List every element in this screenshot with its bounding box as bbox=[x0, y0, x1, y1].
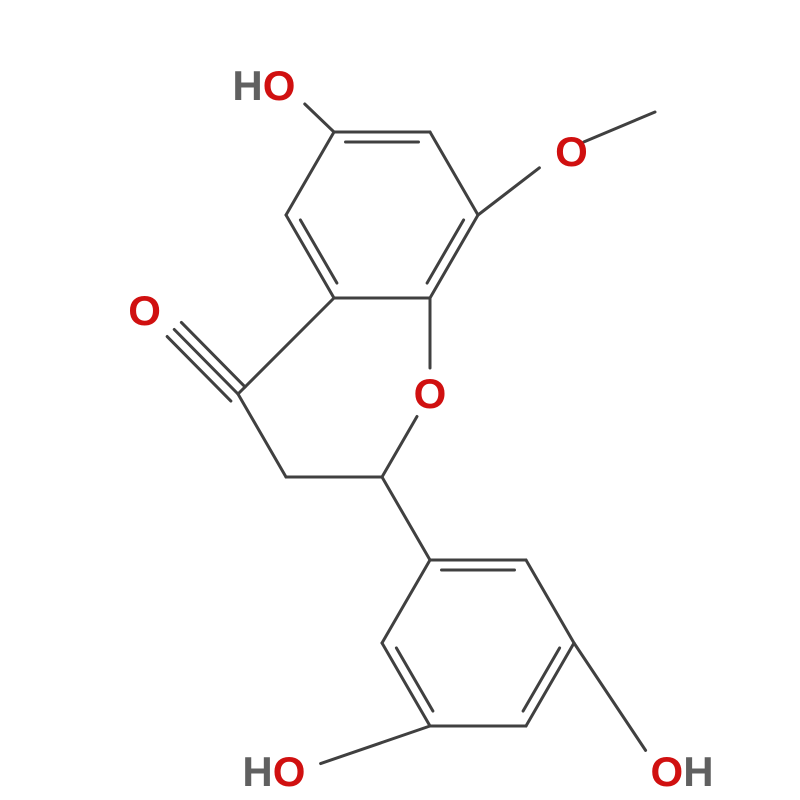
atom-label-o6: O bbox=[128, 287, 161, 335]
atom-label-oh5b: HO bbox=[242, 748, 305, 796]
atom-label-och3o: O bbox=[555, 128, 588, 176]
atom-label-oh5: HO bbox=[232, 62, 295, 110]
atom-label-o1: O bbox=[414, 370, 447, 418]
chemical-structure: HO O O O OH HO bbox=[0, 0, 800, 800]
atom-label-oh3: OH bbox=[651, 748, 714, 796]
bond-layer bbox=[0, 0, 800, 800]
